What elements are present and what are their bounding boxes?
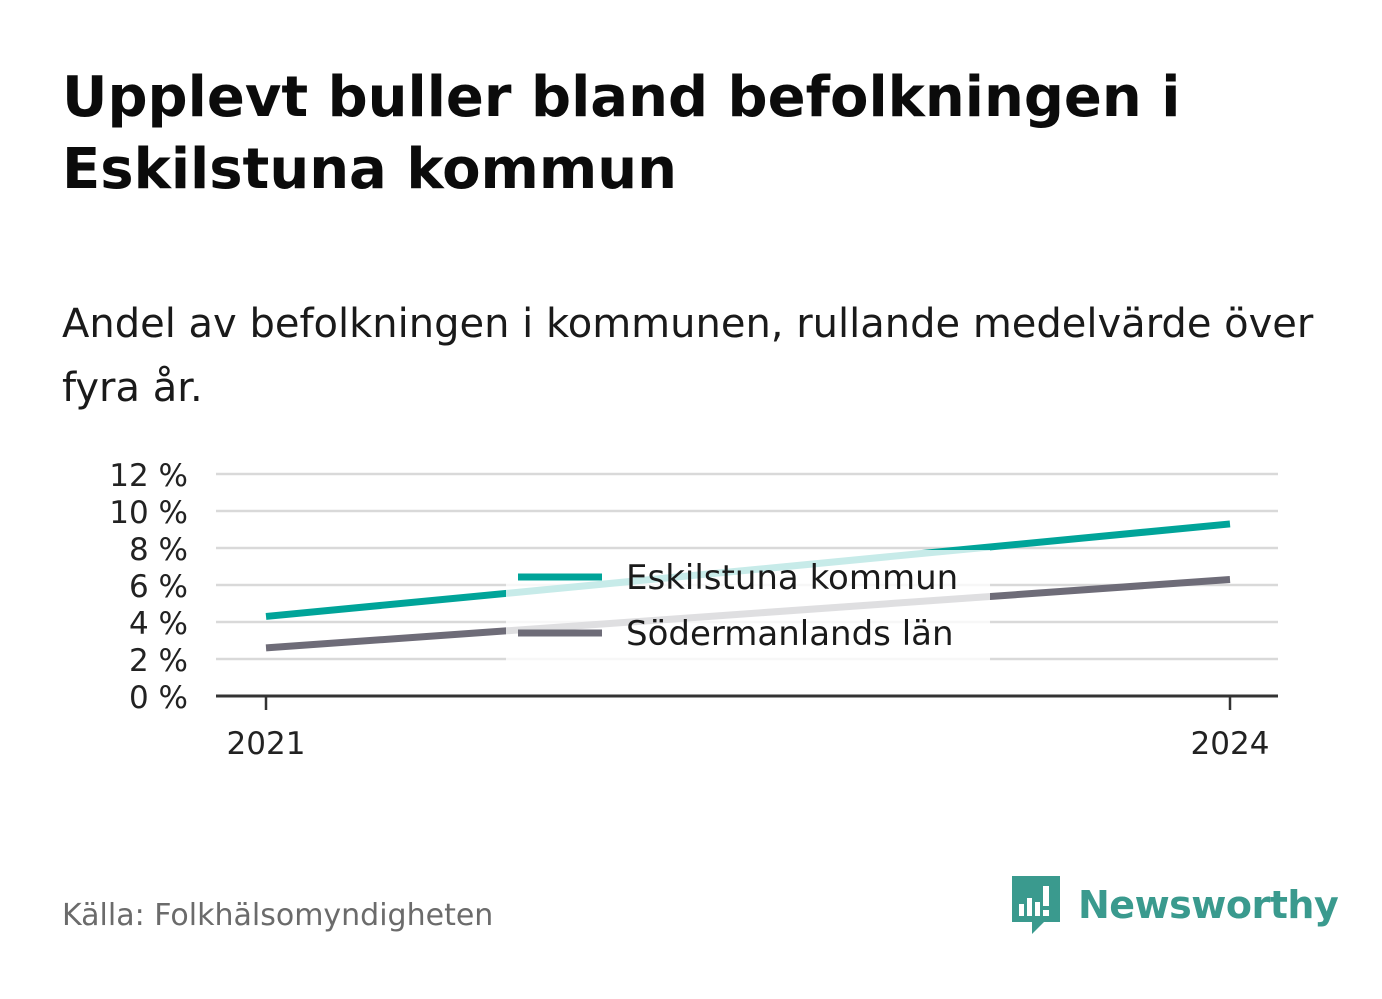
bar-chart-speech-bubble-icon [1012,876,1060,934]
x-tick-label: 2024 [1191,726,1270,762]
y-tick-label: 6 % [129,569,188,605]
legend-label: Södermanlands län [626,614,954,654]
source-note: Källa: Folkhälsomyndigheten [62,898,494,933]
chart-subtitle: Andel av befolkningen i kommunen, rullan… [62,301,1314,411]
y-tick-label: 2 % [129,643,188,679]
y-tick-label: 12 % [109,458,188,494]
brand-name: Newsworthy [1078,883,1339,927]
legend-label: Eskilstuna kommun [626,558,958,598]
line-chart: 0 %2 %4 %6 %8 %10 %12 % 2021 2024 Eskilstun… [109,458,1278,762]
legend-box [506,550,990,662]
x-tick-label: 2021 [227,726,306,762]
y-tick-label: 8 % [129,532,188,568]
y-tick-label: 4 % [129,606,188,642]
chart-title: Upplevt buller bland befolkningen i Eski… [62,65,1181,202]
y-tick-label: 10 % [109,495,188,531]
brand-logo: Newsworthy [1010,874,1339,936]
y-tick-label: 0 % [129,680,188,716]
